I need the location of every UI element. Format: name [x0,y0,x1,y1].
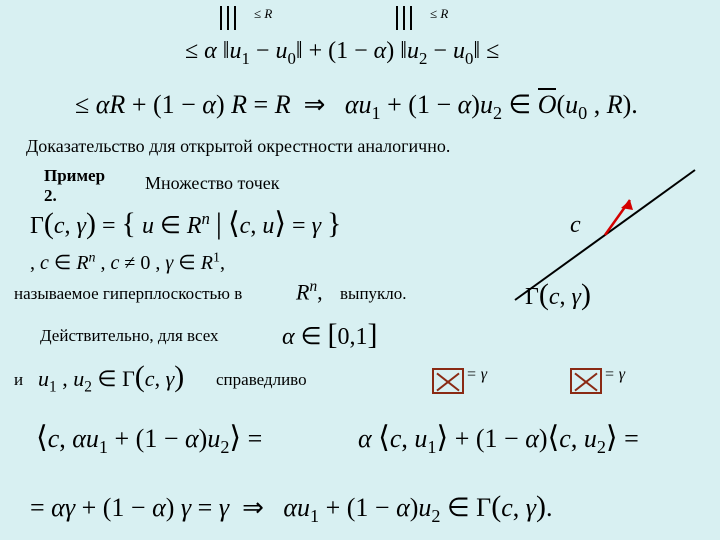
hyperplane-diagram: c Γ(c, γ) [505,160,705,310]
slide: ≤ R ≤ R ≤ α ‖u1 − u0‖ + (1 − α) ‖u2 − u0… [0,0,720,540]
vypuklo-label: выпукло. [340,284,407,304]
ineq-line-2: ≤ αR + (1 − α) R = R ⇒ αu1 + (1 − α)u2 ∈… [75,90,638,124]
alpha-interval: α ∈ [0,1] [282,318,378,352]
eq-gamma-1: = γ [466,366,487,384]
leq-r-right: ≤ R [430,6,448,22]
hyperplane-label: называемое гиперплоскостью в [14,284,242,304]
proof-note: Доказательство для открытой окрестности … [26,136,450,157]
gamma-def: Γ(c, γ) = { u ∈ Rn | ⟨c, u⟩ = γ } [30,206,341,241]
u1u2-set: u1 , u2 ∈ Γ(c, γ) [38,360,184,396]
bottom-eq-lhs: ⟨c, αu1 + (1 − α)u2⟩ = [36,420,262,458]
c-label: c [570,212,581,239]
bottom-eq-rhs: α ⟨c, u1⟩ + (1 − α)⟨c, u2⟩ = [358,420,639,458]
ineq-line-1: ≤ α ‖u1 − u0‖ + (1 − α) ‖u2 − u0‖ ≤ [185,38,499,69]
crossed-box-1 [432,368,464,394]
eq-gamma-2: = γ [604,366,625,384]
bottom-eq-final: = αγ + (1 − α) γ = γ ⇒ αu1 + (1 − α)u2 ∈… [30,490,553,527]
glyph-box-left [218,6,244,30]
sprav-label: справедливо [216,370,307,390]
leq-r-left: ≤ R [254,6,272,22]
example-label-2: 2. [44,186,57,206]
c-conds: , c ∈ Rn , c ≠ 0 , γ ∈ R1, [30,250,225,275]
crossed-box-2 [570,368,602,394]
example-label-1: Пример [44,166,105,186]
o-bar: O [538,90,557,120]
mnozh-label: Множество точек [145,173,280,194]
deist-label: Действительно, для всех [40,326,219,346]
i-label: и [14,370,23,390]
gamma-diagram-label: Γ(c, γ) [525,278,591,312]
glyph-box-right [394,6,420,30]
rn-label: Rn, [296,278,323,305]
